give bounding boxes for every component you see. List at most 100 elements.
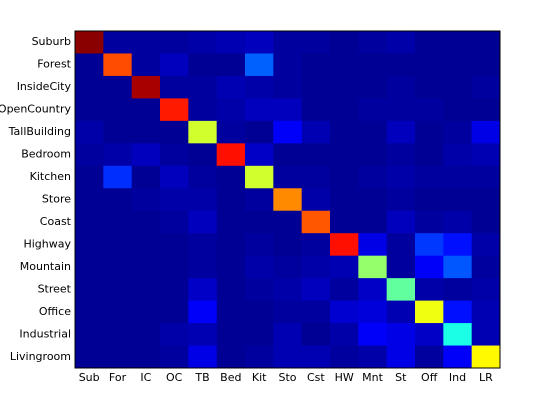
cell bbox=[131, 233, 161, 257]
cell bbox=[160, 210, 189, 234]
cell bbox=[415, 143, 444, 167]
cell bbox=[103, 300, 133, 324]
cell bbox=[358, 278, 388, 302]
cell bbox=[103, 98, 133, 122]
cell bbox=[273, 255, 303, 279]
cell bbox=[330, 75, 359, 99]
cell bbox=[301, 300, 331, 324]
cell bbox=[245, 278, 274, 302]
cell bbox=[188, 323, 218, 347]
cell bbox=[471, 255, 501, 279]
x-tick-label: For bbox=[109, 371, 127, 384]
cell bbox=[216, 98, 246, 122]
cell bbox=[188, 233, 218, 257]
cell bbox=[330, 143, 359, 167]
cell bbox=[131, 188, 161, 212]
cell bbox=[273, 345, 303, 369]
cell bbox=[301, 143, 331, 167]
x-tick-label: Off bbox=[421, 371, 438, 384]
cell bbox=[103, 188, 133, 212]
cell bbox=[301, 75, 331, 99]
cell bbox=[471, 210, 501, 234]
cell bbox=[103, 255, 133, 279]
cell bbox=[131, 255, 161, 279]
cell bbox=[386, 255, 416, 279]
cell bbox=[245, 53, 274, 77]
cell bbox=[301, 278, 331, 302]
cell bbox=[160, 300, 189, 324]
cell bbox=[160, 53, 189, 77]
cell bbox=[188, 300, 218, 324]
cell bbox=[75, 143, 104, 167]
cell bbox=[273, 75, 303, 99]
y-tick-label: Office bbox=[39, 305, 71, 318]
cell bbox=[443, 345, 473, 369]
cell bbox=[160, 75, 189, 99]
cell bbox=[75, 188, 104, 212]
cell bbox=[188, 143, 218, 167]
cell bbox=[245, 75, 274, 99]
cell bbox=[443, 278, 473, 302]
cell bbox=[216, 75, 246, 99]
x-tick-label: St bbox=[395, 371, 407, 384]
cell bbox=[301, 31, 331, 54]
cell bbox=[415, 255, 444, 279]
cell bbox=[131, 323, 161, 347]
cell bbox=[301, 210, 331, 234]
cell bbox=[358, 31, 388, 54]
cell bbox=[160, 278, 189, 302]
cell bbox=[415, 165, 444, 189]
cell bbox=[216, 278, 246, 302]
cell bbox=[75, 98, 104, 122]
cell bbox=[443, 53, 473, 77]
cell bbox=[471, 345, 501, 369]
cell bbox=[273, 165, 303, 189]
y-tick-label: OpenCountry bbox=[0, 103, 71, 116]
cell bbox=[471, 53, 501, 77]
cell bbox=[330, 278, 359, 302]
cell bbox=[471, 120, 501, 144]
cell bbox=[443, 233, 473, 257]
cell bbox=[358, 210, 388, 234]
cell bbox=[103, 75, 133, 99]
y-tick-label: Street bbox=[38, 282, 72, 295]
y-tick-label: Livingroom bbox=[10, 350, 71, 363]
cell bbox=[358, 188, 388, 212]
cell bbox=[131, 210, 161, 234]
cell bbox=[245, 345, 274, 369]
x-tick-label: Kit bbox=[252, 371, 267, 384]
cell bbox=[188, 188, 218, 212]
cell bbox=[443, 255, 473, 279]
cell bbox=[443, 143, 473, 167]
cell bbox=[245, 323, 274, 347]
cell bbox=[103, 233, 133, 257]
cell bbox=[216, 165, 246, 189]
cell bbox=[75, 165, 104, 189]
cell bbox=[415, 300, 444, 324]
cell bbox=[160, 165, 189, 189]
cell bbox=[216, 188, 246, 212]
cell bbox=[443, 31, 473, 54]
cell bbox=[131, 300, 161, 324]
cell bbox=[386, 278, 416, 302]
cell bbox=[330, 120, 359, 144]
y-tick-label: Kitchen bbox=[30, 170, 71, 183]
cell bbox=[216, 345, 246, 369]
x-tick-label: Cst bbox=[307, 371, 325, 384]
cell bbox=[358, 300, 388, 324]
cell bbox=[471, 98, 501, 122]
cell bbox=[301, 255, 331, 279]
cell bbox=[443, 120, 473, 144]
y-tick-label: Industrial bbox=[19, 327, 71, 340]
cell bbox=[415, 75, 444, 99]
cell bbox=[188, 165, 218, 189]
cell bbox=[131, 165, 161, 189]
cell bbox=[216, 143, 246, 167]
cell bbox=[358, 233, 388, 257]
x-tick-label: Ind bbox=[449, 371, 466, 384]
cell bbox=[415, 53, 444, 77]
cell bbox=[75, 323, 104, 347]
cell bbox=[386, 233, 416, 257]
cell bbox=[415, 210, 444, 234]
cell bbox=[273, 53, 303, 77]
